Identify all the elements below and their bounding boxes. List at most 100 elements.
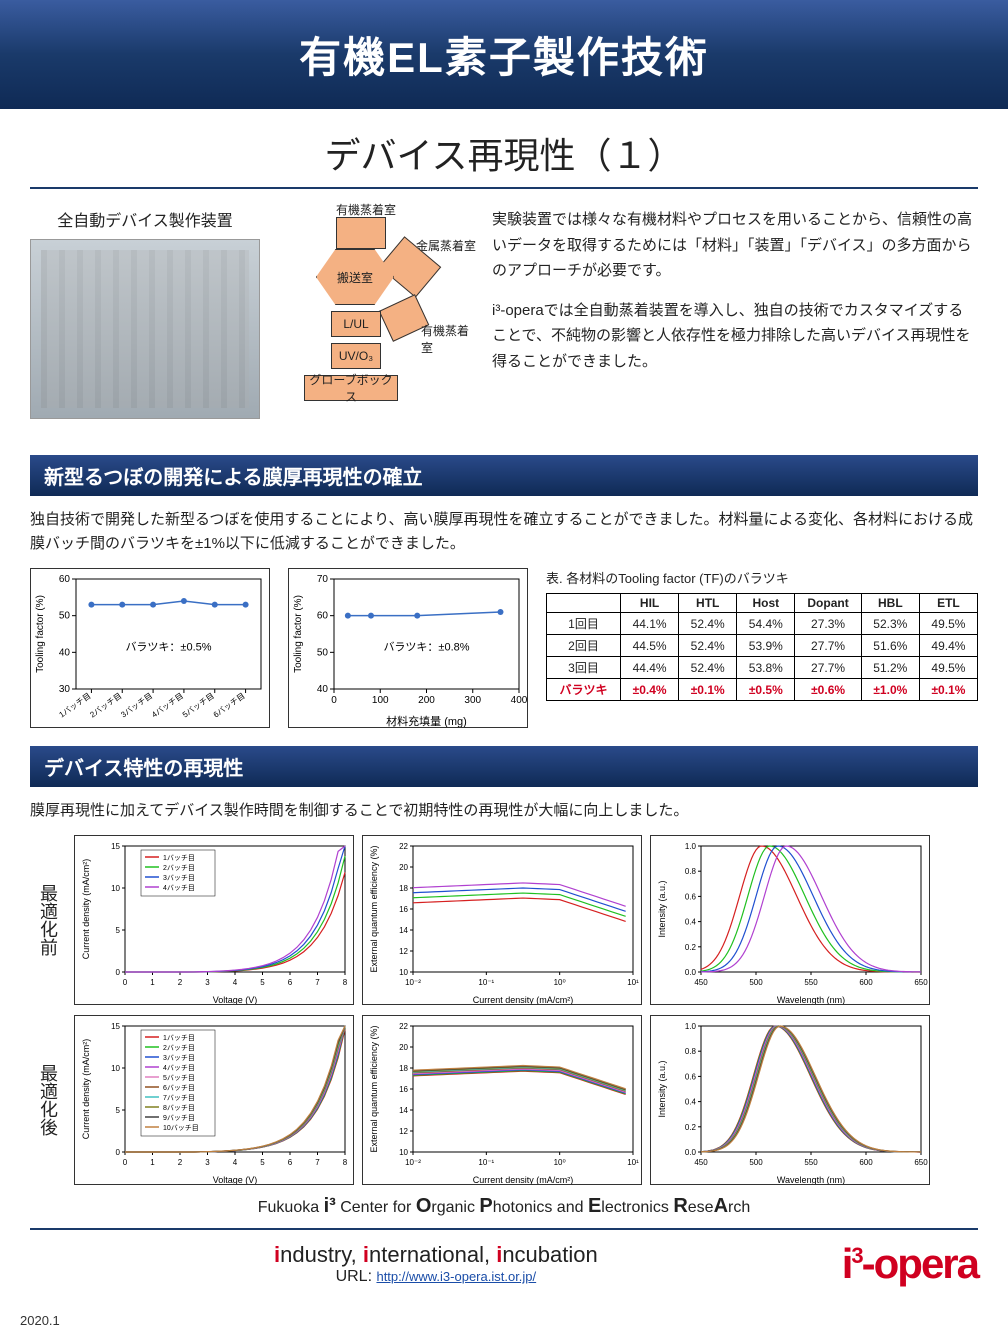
svg-text:3バッチ目: 3バッチ目 xyxy=(119,691,154,719)
section1-title: 新型るつぼの開発による膜厚再現性の確立 xyxy=(30,455,978,496)
svg-text:100: 100 xyxy=(372,695,389,706)
eqe-plot-before: External quantum efficiency (%) Current d… xyxy=(362,835,642,1005)
chart1-tooling-batch: 30405060Tooling factor (%)1バッチ目2バッチ目3バッチ… xyxy=(30,568,270,728)
svg-text:600: 600 xyxy=(859,1158,873,1167)
svg-text:Wavelength (nm): Wavelength (nm) xyxy=(777,1175,845,1185)
device-photo xyxy=(30,239,260,419)
svg-text:50: 50 xyxy=(59,611,71,622)
spectrum-plot-after: Intensity (a.u.) Wavelength (nm) 450 500 550… xyxy=(650,1015,930,1185)
divider xyxy=(30,1228,978,1230)
svg-text:16: 16 xyxy=(399,1085,408,1094)
svg-text:Voltage (V): Voltage (V) xyxy=(213,995,258,1005)
svg-text:0.6: 0.6 xyxy=(685,892,697,901)
description-p2: i³-operaでは全自動蒸着装置を導入し、独自の技術でカスタマイズすることで、… xyxy=(492,298,978,375)
svg-text:0: 0 xyxy=(123,978,128,987)
svg-text:12: 12 xyxy=(399,1127,408,1136)
tf-table-caption: 表. 各材料のTooling factor (TF)のバラツキ xyxy=(546,568,978,587)
svg-text:600: 600 xyxy=(859,978,873,987)
svg-text:2: 2 xyxy=(178,1158,183,1167)
diagram-label: 有機蒸着室 xyxy=(336,201,396,218)
svg-text:10⁻¹: 10⁻¹ xyxy=(478,978,494,987)
section1-text: 独自技術で開発した新型るつぼを使用することにより、高い膜厚再現性を確立することが… xyxy=(30,508,978,556)
svg-text:Intensity (a.u.): Intensity (a.u.) xyxy=(657,1060,667,1117)
svg-text:15: 15 xyxy=(111,1022,120,1031)
svg-text:7: 7 xyxy=(315,978,320,987)
svg-text:0.8: 0.8 xyxy=(685,867,697,876)
svg-text:バラツキ：±0.5%: バラツキ：±0.5% xyxy=(125,641,211,654)
svg-text:1: 1 xyxy=(150,978,155,987)
svg-text:External quantum efficiency (%: External quantum efficiency (%) xyxy=(369,1026,379,1153)
divider xyxy=(30,187,978,189)
section2-text: 膜厚再現性に加えてデバイス製作時間を制御することで初期特性の再現性が大幅に向上し… xyxy=(30,799,978,823)
url-label: URL: xyxy=(336,1268,377,1285)
svg-text:40: 40 xyxy=(317,684,329,695)
svg-text:1.0: 1.0 xyxy=(685,842,697,851)
svg-text:0: 0 xyxy=(116,968,121,977)
svg-text:Tooling factor (%): Tooling factor (%) xyxy=(293,595,304,673)
svg-text:Current density (mA/cm²): Current density (mA/cm²) xyxy=(473,1175,574,1185)
svg-text:2バッチ目: 2バッチ目 xyxy=(163,864,195,872)
svg-text:4バッチ目: 4バッチ目 xyxy=(163,884,195,892)
svg-text:5バッチ目: 5バッチ目 xyxy=(163,1074,195,1082)
tf-table: HILHTLHostDopantHBLETL1回目44.1%52.4%54.4%… xyxy=(546,593,978,701)
svg-text:4バッチ目: 4バッチ目 xyxy=(163,1064,195,1072)
svg-text:6: 6 xyxy=(288,1158,293,1167)
svg-text:500: 500 xyxy=(749,978,763,987)
svg-text:External quantum efficiency (%: External quantum efficiency (%) xyxy=(369,846,379,973)
svg-text:8: 8 xyxy=(343,1158,348,1167)
svg-text:10⁻¹: 10⁻¹ xyxy=(478,1158,494,1167)
svg-text:4バッチ目: 4バッチ目 xyxy=(150,691,185,719)
svg-text:0.4: 0.4 xyxy=(685,918,697,927)
svg-text:1バッチ目: 1バッチ目 xyxy=(163,854,195,862)
svg-text:5: 5 xyxy=(116,926,121,935)
svg-text:0: 0 xyxy=(116,1148,121,1157)
svg-text:10⁻²: 10⁻² xyxy=(405,1158,421,1167)
svg-text:650: 650 xyxy=(914,1158,928,1167)
svg-text:0.2: 0.2 xyxy=(685,1123,697,1132)
svg-text:12: 12 xyxy=(399,947,408,956)
svg-text:450: 450 xyxy=(694,1158,708,1167)
i3-tagline: industry, international, incubation xyxy=(30,1242,842,1268)
svg-text:20: 20 xyxy=(399,1043,408,1052)
svg-text:10バッチ目: 10バッチ目 xyxy=(163,1124,199,1132)
svg-text:7: 7 xyxy=(315,1158,320,1167)
svg-text:60: 60 xyxy=(59,574,71,585)
center-name: Fukuoka i³ Center for Organic Photonics … xyxy=(30,1195,978,1218)
svg-text:500: 500 xyxy=(749,1158,763,1167)
svg-text:Voltage (V): Voltage (V) xyxy=(213,1175,258,1185)
svg-text:3: 3 xyxy=(205,978,210,987)
svg-text:22: 22 xyxy=(399,1022,408,1031)
svg-text:0.4: 0.4 xyxy=(685,1098,697,1107)
svg-text:3バッチ目: 3バッチ目 xyxy=(163,1054,195,1062)
svg-text:5: 5 xyxy=(116,1106,121,1115)
diagram-transfer: 搬送室 xyxy=(316,249,394,305)
svg-text:10: 10 xyxy=(111,884,120,893)
svg-text:550: 550 xyxy=(804,1158,818,1167)
svg-text:Current density (mA/cm²): Current density (mA/cm²) xyxy=(81,1039,91,1140)
page-title: 有機EL素子製作技術 xyxy=(0,0,1008,109)
svg-text:4: 4 xyxy=(233,1158,238,1167)
svg-text:2: 2 xyxy=(178,978,183,987)
svg-text:18: 18 xyxy=(399,884,408,893)
svg-text:0: 0 xyxy=(123,1158,128,1167)
svg-text:10⁰: 10⁰ xyxy=(554,978,566,987)
svg-text:16: 16 xyxy=(399,905,408,914)
svg-text:Tooling factor (%): Tooling factor (%) xyxy=(35,595,46,673)
svg-text:10: 10 xyxy=(111,1064,120,1073)
svg-text:7バッチ目: 7バッチ目 xyxy=(163,1094,195,1102)
svg-text:5バッチ目: 5バッチ目 xyxy=(181,691,216,719)
svg-text:18: 18 xyxy=(399,1064,408,1073)
svg-text:Current density (mA/cm²): Current density (mA/cm²) xyxy=(473,995,574,1005)
diagram-label: 金属蒸着室 xyxy=(416,237,476,254)
svg-text:40: 40 xyxy=(59,647,71,658)
chamber-diagram: 有機蒸着室 金属蒸着室 搬送室 有機蒸着室 L/UL UV/O₃ グローブボック… xyxy=(276,207,476,437)
svg-text:10¹: 10¹ xyxy=(627,1158,639,1167)
url-link[interactable]: http://www.i3-opera.ist.or.jp/ xyxy=(376,1269,536,1284)
svg-text:450: 450 xyxy=(694,978,708,987)
svg-text:200: 200 xyxy=(418,695,435,706)
iv-plot-before: Current density (mA/cm²)Voltage (V)01234… xyxy=(74,835,354,1005)
svg-text:14: 14 xyxy=(399,1106,408,1115)
svg-text:6: 6 xyxy=(288,978,293,987)
svg-text:10¹: 10¹ xyxy=(627,978,639,987)
svg-text:5: 5 xyxy=(260,978,265,987)
